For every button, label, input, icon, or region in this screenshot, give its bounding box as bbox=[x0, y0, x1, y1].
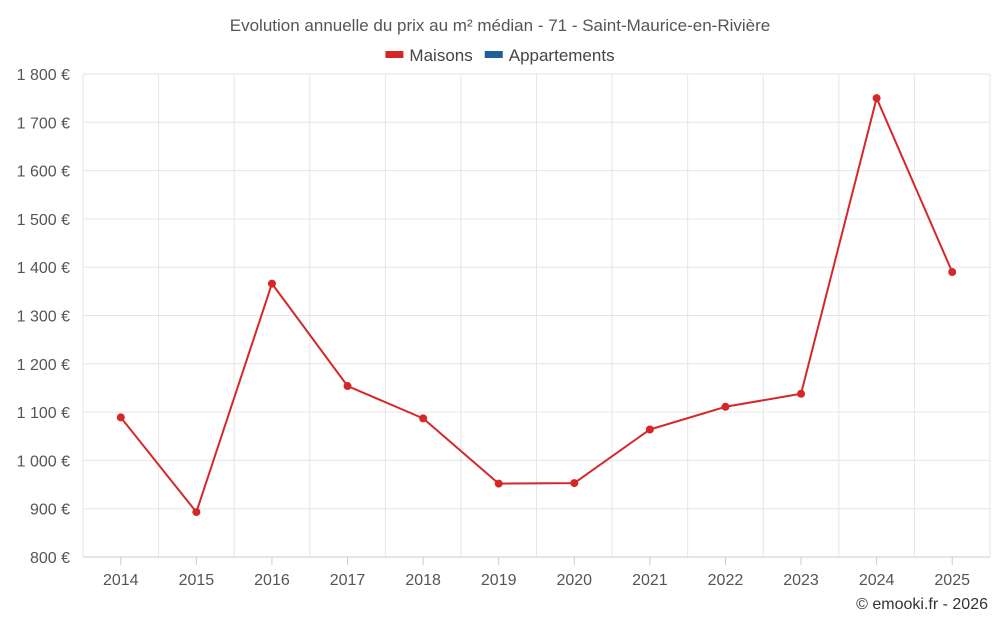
y-tick-label: 900 € bbox=[30, 502, 70, 519]
legend-swatch bbox=[484, 51, 503, 58]
x-tick-label: 2022 bbox=[708, 572, 744, 589]
y-tick-label: 1 400 € bbox=[17, 260, 70, 277]
x-tick-label: 2025 bbox=[934, 572, 970, 589]
y-tick-label: 1 100 € bbox=[17, 405, 70, 422]
data-point[interactable] bbox=[267, 279, 276, 288]
series-line-maisons bbox=[120, 97, 954, 514]
legend-label[interactable]: Appartements bbox=[509, 46, 615, 65]
x-tick-label: 2024 bbox=[859, 572, 895, 589]
data-point[interactable] bbox=[948, 268, 957, 277]
y-tick-label: 1 600 € bbox=[17, 164, 70, 181]
grid bbox=[82, 73, 991, 558]
x-tick-label: 2016 bbox=[254, 572, 290, 589]
x-tick-label: 2018 bbox=[405, 572, 441, 589]
series-group bbox=[116, 94, 957, 517]
data-point[interactable] bbox=[872, 94, 881, 103]
x-axis: 2014 2015 2016 2017 2018 2019 2020 2021 2022 2023… bbox=[83, 556, 990, 589]
x-tick-label: 2019 bbox=[481, 572, 517, 589]
x-tick-label: 2020 bbox=[556, 572, 592, 589]
data-point[interactable] bbox=[192, 508, 201, 517]
data-point[interactable] bbox=[797, 389, 806, 398]
y-tick-label: 1 700 € bbox=[17, 115, 70, 132]
legend: Maisons Appartements bbox=[385, 46, 615, 65]
legend-swatch bbox=[385, 51, 404, 58]
data-point[interactable] bbox=[494, 479, 503, 488]
y-tick-label: 1 300 € bbox=[17, 309, 70, 326]
y-tick-label: 1 500 € bbox=[17, 212, 70, 229]
y-axis: 800 € 900 € 1 000 € 1 100 € 1 200 € 1 300 € 1 … bbox=[17, 67, 70, 567]
y-tick-label: 1 000 € bbox=[17, 453, 70, 470]
data-point[interactable] bbox=[419, 414, 428, 423]
y-tick-label: 1 800 € bbox=[17, 67, 70, 84]
x-tick-label: 2023 bbox=[783, 572, 819, 589]
x-tick-label: 2017 bbox=[330, 572, 366, 589]
chart-title: Evolution annuelle du prix au m² médian … bbox=[230, 16, 770, 35]
data-point[interactable] bbox=[116, 413, 125, 422]
legend-label[interactable]: Maisons bbox=[409, 46, 472, 65]
y-tick-label: 800 € bbox=[30, 550, 70, 567]
y-tick-label: 1 200 € bbox=[17, 357, 70, 374]
x-tick-label: 2015 bbox=[179, 572, 215, 589]
data-point[interactable] bbox=[721, 402, 730, 411]
credit-text: © emooki.fr - 2026 bbox=[856, 596, 988, 613]
data-point[interactable] bbox=[570, 479, 579, 488]
data-point[interactable] bbox=[343, 382, 352, 391]
x-tick-label: 2021 bbox=[632, 572, 668, 589]
data-point[interactable] bbox=[645, 425, 654, 434]
x-tick-label: 2014 bbox=[103, 572, 139, 589]
